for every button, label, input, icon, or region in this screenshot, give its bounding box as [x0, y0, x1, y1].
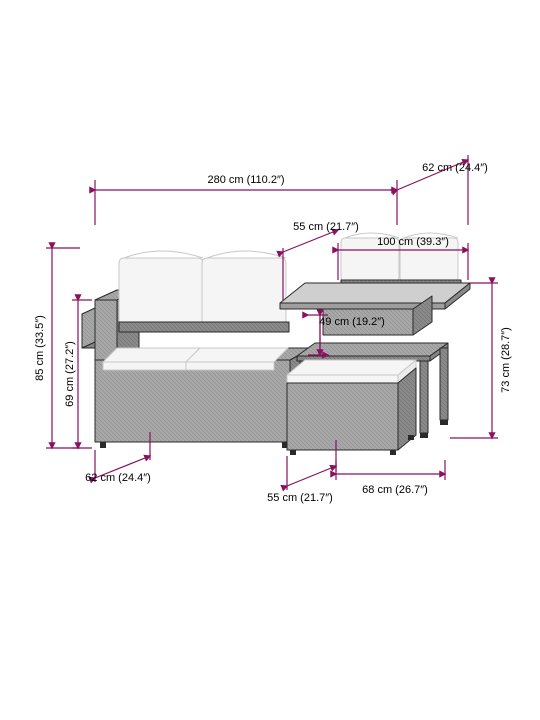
label-stool-front: 55 cm (21.7″) [267, 492, 333, 504]
label-stool-width: 68 cm (26.7″) [362, 484, 428, 496]
label-side-depth: 62 cm (24.4″) [85, 472, 151, 484]
label-back-depth: 62 cm (24.4″) [422, 162, 488, 174]
label-sofa-height: 85 cm (33.5″) [34, 315, 46, 381]
sofa-seat-cushions [103, 348, 288, 370]
label-stool-height: 49 cm (19.2″) [319, 316, 385, 328]
dim-stool-width [336, 460, 445, 480]
furniture-sketch [82, 233, 470, 455]
label-table-depth: 55 cm (21.7″) [293, 221, 359, 233]
sofa-back-cushions [119, 251, 286, 326]
label-seat-height: 69 cm (27.2″) [64, 341, 76, 407]
sofa [82, 251, 312, 448]
label-table-width: 100 cm (39.3″) [377, 236, 449, 248]
stool [287, 360, 416, 455]
label-total-width: 280 cm (110.2″) [207, 174, 284, 186]
label-table-height: 73 cm (28.7″) [500, 327, 512, 393]
dim-table-height [450, 283, 498, 438]
dim-total-width [95, 180, 397, 225]
